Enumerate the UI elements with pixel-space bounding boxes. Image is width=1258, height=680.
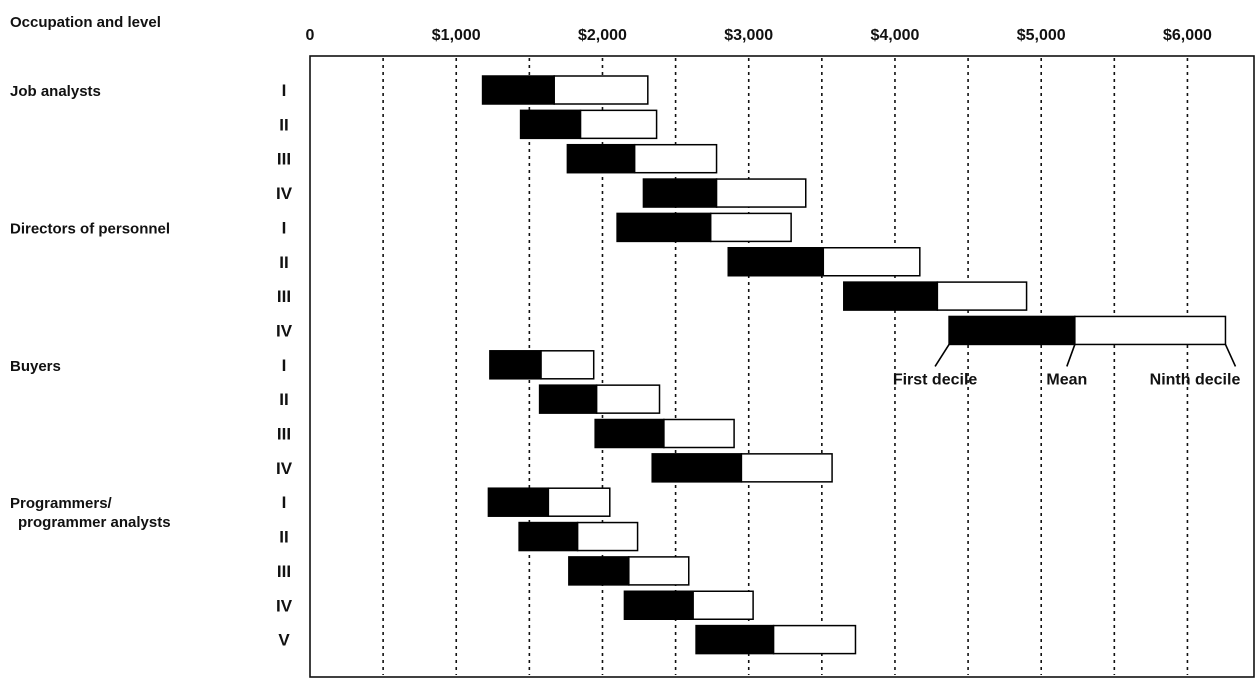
- x-axis-tick-labels: 0 $1,000 $2,000 $3,000 $4,000 $5,000 $6,000: [306, 27, 1212, 44]
- occupation-label: Programmers/: [10, 495, 113, 512]
- bar-mean-to-ninth-decile: [633, 143, 718, 174]
- bar-mean-to-ninth-decile: [553, 75, 649, 105]
- level-label: IV: [276, 184, 293, 203]
- level-label: III: [277, 150, 291, 169]
- occupation-label: Directors of personnel: [10, 220, 170, 237]
- level-label: II: [279, 115, 288, 134]
- x-tick-label: $2,000: [578, 27, 627, 44]
- bar-mean-to-ninth-decile: [595, 384, 661, 414]
- bar-mean-to-ninth-decile: [663, 418, 735, 449]
- annotation-leader-line: [1066, 344, 1076, 367]
- annotation-label: First decile: [893, 371, 978, 388]
- level-label: IV: [276, 321, 293, 340]
- bar-mean-to-ninth-decile: [822, 247, 921, 277]
- bar-first-decile-to-mean: [538, 384, 598, 414]
- bar-first-decile-to-mean: [642, 178, 718, 208]
- bar-first-decile-to-mean: [651, 453, 743, 483]
- bars: [481, 75, 1227, 655]
- level-label: I: [282, 81, 287, 100]
- level-label: I: [282, 218, 287, 237]
- x-tick-label: $1,000: [432, 27, 481, 44]
- bar-first-decile-to-mean: [568, 556, 630, 586]
- bar-first-decile-to-mean: [727, 247, 825, 277]
- level-label: II: [279, 390, 288, 409]
- bar-first-decile-to-mean: [481, 75, 555, 105]
- bar-mean-to-ninth-decile: [1074, 315, 1227, 346]
- level-label: V: [278, 631, 290, 650]
- level-label: IV: [276, 596, 293, 615]
- bar-first-decile-to-mean: [695, 624, 775, 655]
- x-tick-label: $6,000: [1163, 27, 1212, 44]
- bar-first-decile-to-mean: [487, 487, 550, 517]
- bar-mean-to-ninth-decile: [715, 178, 807, 208]
- bar-first-decile-to-mean: [566, 143, 636, 174]
- x-tick-label: $4,000: [870, 27, 919, 44]
- level-label: III: [277, 562, 291, 581]
- bar-mean-to-ninth-decile: [936, 281, 1028, 311]
- bar-first-decile-to-mean: [843, 281, 939, 311]
- level-label: III: [277, 425, 291, 444]
- level-label: II: [279, 528, 288, 547]
- bar-mean-to-ninth-decile: [772, 624, 857, 655]
- bar-mean-to-ninth-decile: [547, 487, 611, 517]
- annotation-leader-line: [1224, 344, 1237, 367]
- level-label: III: [277, 287, 291, 306]
- level-label: I: [282, 356, 287, 375]
- bar-mean-to-ninth-decile: [692, 590, 754, 620]
- x-tick-label: $5,000: [1017, 27, 1066, 44]
- bar-mean-to-ninth-decile: [740, 453, 833, 483]
- bar-mean-to-ninth-decile: [576, 521, 639, 552]
- bar-first-decile-to-mean: [518, 521, 579, 552]
- bar-mean-to-ninth-decile: [540, 350, 595, 380]
- bar-first-decile-to-mean: [519, 109, 582, 140]
- x-tick-label: 0: [306, 27, 315, 44]
- level-label: II: [279, 253, 288, 272]
- occupation-label: programmer analysts: [18, 514, 171, 531]
- occupation-label: Job analysts: [10, 83, 101, 100]
- row-header: Occupation and level: [10, 14, 161, 31]
- annotation-label: Mean: [1046, 371, 1087, 388]
- level-label: I: [282, 493, 287, 512]
- bar-first-decile-to-mean: [623, 590, 694, 620]
- bar-first-decile-to-mean: [616, 212, 712, 243]
- level-label: IV: [276, 459, 293, 478]
- plot-frame: [309, 55, 1255, 678]
- x-tick-label: $3,000: [724, 27, 773, 44]
- annotation-label: Ninth decile: [1150, 371, 1241, 388]
- bar-first-decile-to-mean: [948, 315, 1076, 346]
- bar-first-decile-to-mean: [489, 350, 542, 380]
- bar-first-decile-to-mean: [594, 418, 665, 449]
- bar-mean-to-ninth-decile: [709, 212, 792, 243]
- bar-mean-to-ninth-decile: [628, 556, 690, 586]
- bar-mean-to-ninth-decile: [579, 109, 658, 140]
- annotation-leader-line: [934, 344, 950, 367]
- occupation-label: Buyers: [10, 358, 61, 375]
- annotations: First decile Mean Ninth decile: [893, 344, 1241, 388]
